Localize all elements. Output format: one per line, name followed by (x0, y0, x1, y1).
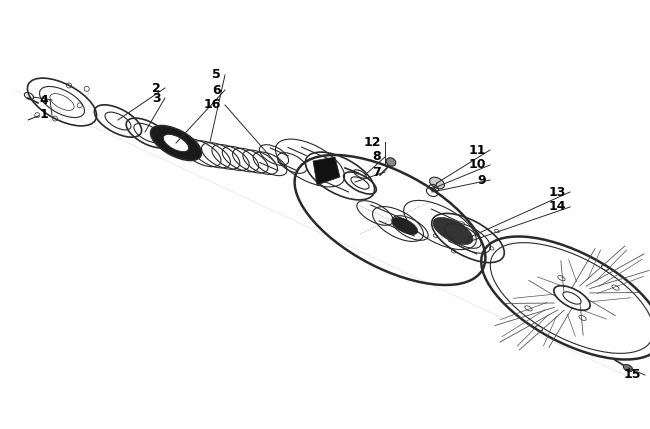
Text: 1: 1 (39, 109, 48, 121)
Text: 4: 4 (39, 94, 48, 106)
Text: 12: 12 (363, 136, 381, 148)
Text: 9: 9 (477, 173, 486, 187)
Text: 13: 13 (549, 185, 566, 199)
Polygon shape (313, 157, 340, 185)
Text: 2: 2 (152, 82, 161, 94)
Text: 7: 7 (372, 166, 381, 178)
Text: 3: 3 (152, 91, 161, 105)
Text: 10: 10 (469, 158, 486, 172)
Ellipse shape (623, 365, 632, 372)
Text: 8: 8 (372, 151, 381, 163)
Ellipse shape (386, 158, 396, 166)
Text: 15: 15 (623, 369, 641, 381)
Ellipse shape (430, 177, 445, 189)
Ellipse shape (393, 218, 418, 235)
Ellipse shape (151, 126, 202, 160)
Text: 11: 11 (469, 143, 486, 157)
Text: 14: 14 (549, 200, 566, 214)
Text: 5: 5 (213, 69, 221, 82)
Ellipse shape (163, 134, 188, 152)
Ellipse shape (433, 218, 473, 245)
Text: 16: 16 (203, 99, 221, 112)
Text: 6: 6 (213, 84, 221, 97)
